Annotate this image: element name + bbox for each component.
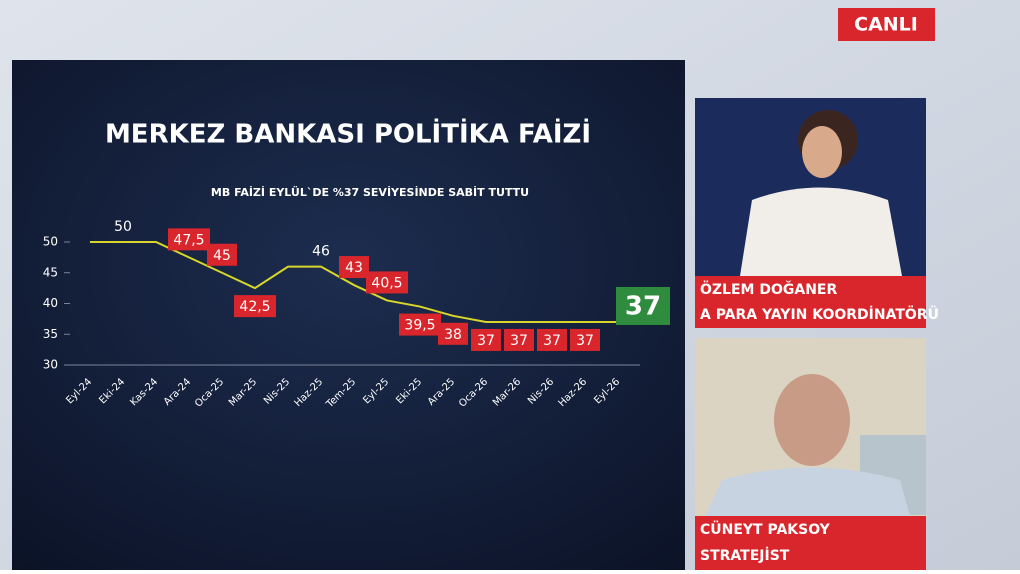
y-tick-label: 40 xyxy=(43,296,58,310)
data-line xyxy=(90,241,618,323)
value-label: 40,5 xyxy=(371,275,402,291)
y-tick-label: 35 xyxy=(43,327,58,341)
value-label: 43 xyxy=(345,260,363,276)
value-label-box xyxy=(438,322,468,345)
value-label-box xyxy=(207,243,237,266)
caption-name: CÜNEYT PAKSOY xyxy=(700,520,831,538)
y-tick-label: 30 xyxy=(43,358,58,372)
caption-role: STRATEJİST xyxy=(700,547,790,564)
value-label: 38 xyxy=(444,327,462,343)
value-label: 45 xyxy=(213,248,231,264)
value-label-box xyxy=(399,313,441,336)
value-label: 37 xyxy=(576,333,594,349)
value-label-box xyxy=(366,271,408,294)
value-label: 42,5 xyxy=(239,299,270,315)
value-label-box xyxy=(570,328,600,351)
value-label: 37 xyxy=(543,333,561,349)
caption-name: ÖZLEM DOĞANER xyxy=(700,280,837,298)
value-label: 50 xyxy=(114,219,132,235)
value-label-box xyxy=(616,286,670,325)
value-label-box xyxy=(234,295,276,318)
value-label: 37 xyxy=(625,291,661,321)
value-label: 46 xyxy=(312,244,330,260)
value-label: 39,5 xyxy=(404,318,435,334)
value-label-box xyxy=(471,328,501,351)
caption-role: A PARA YAYIN KOORDİNATÖRÜ xyxy=(700,305,939,323)
caption-box xyxy=(695,276,926,328)
value-label: 47,5 xyxy=(173,232,204,248)
live-badge-box xyxy=(838,8,935,41)
y-tick-label: 50 xyxy=(43,235,58,249)
person-face xyxy=(802,126,842,178)
value-label-box xyxy=(339,256,369,279)
person-face xyxy=(774,374,850,466)
chart-subtitle: MB FAİZİ EYLÜL`DE %37 SEVİYESİNDE SABİT … xyxy=(211,185,529,199)
value-label-box xyxy=(168,228,210,251)
value-label-box xyxy=(537,328,567,351)
y-tick-label: 45 xyxy=(43,265,58,279)
chart-panel xyxy=(12,60,685,570)
value-label-box xyxy=(504,328,534,351)
live-badge: CANLI xyxy=(854,14,918,36)
person-body xyxy=(705,467,910,516)
value-label: 37 xyxy=(510,333,528,349)
value-label: 37 xyxy=(477,333,495,349)
caption-box xyxy=(695,516,926,570)
chart-title: MERKEZ BANKASI POLİTİKA FAİZİ xyxy=(105,118,591,150)
person-body xyxy=(740,187,902,276)
